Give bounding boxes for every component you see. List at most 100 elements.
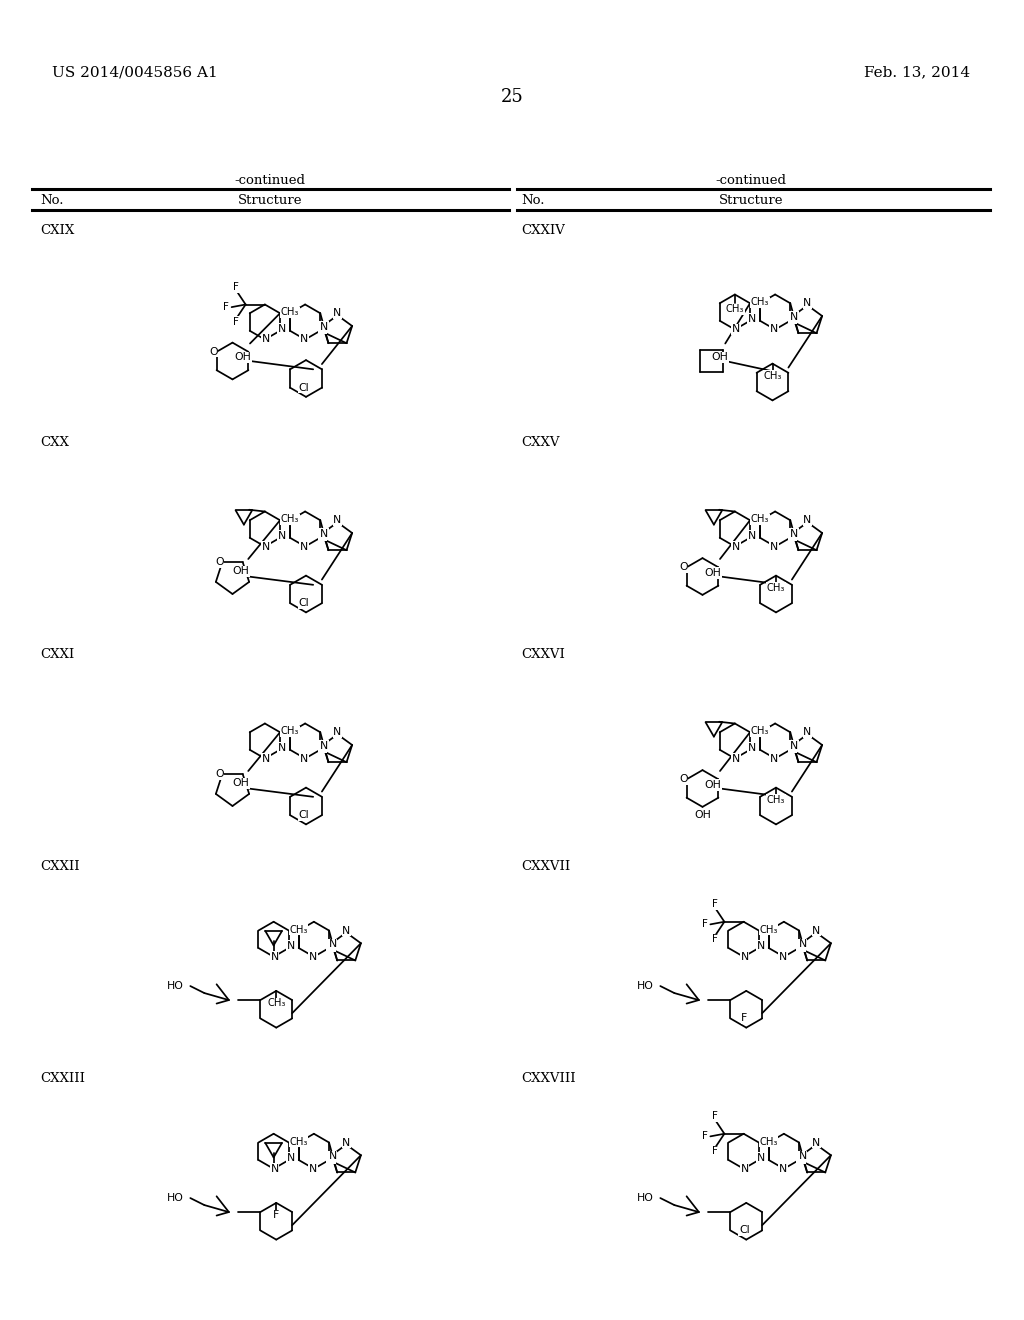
Text: 25: 25 bbox=[501, 88, 523, 106]
Text: F: F bbox=[741, 1014, 748, 1023]
Text: N: N bbox=[748, 743, 756, 752]
Text: N: N bbox=[318, 531, 327, 541]
Text: N: N bbox=[797, 941, 805, 950]
Text: N: N bbox=[797, 1152, 805, 1163]
Text: N: N bbox=[748, 531, 756, 541]
Text: N: N bbox=[812, 925, 820, 936]
Text: CXXII: CXXII bbox=[40, 861, 80, 873]
Text: N: N bbox=[287, 941, 295, 950]
Text: N: N bbox=[732, 754, 740, 763]
Text: CH₃: CH₃ bbox=[760, 1137, 778, 1147]
Text: CH₃: CH₃ bbox=[281, 308, 299, 317]
Text: N: N bbox=[788, 531, 797, 541]
Text: N: N bbox=[770, 325, 778, 334]
Text: CXXVI: CXXVI bbox=[521, 648, 565, 661]
Text: CH₃: CH₃ bbox=[763, 371, 781, 381]
Text: CXXV: CXXV bbox=[521, 436, 559, 449]
Text: OH: OH bbox=[232, 779, 250, 788]
Text: F: F bbox=[273, 1210, 280, 1220]
Text: N: N bbox=[278, 743, 286, 752]
Text: N: N bbox=[732, 325, 740, 334]
Text: Feb. 13, 2014: Feb. 13, 2014 bbox=[864, 65, 970, 79]
Text: Cl: Cl bbox=[299, 383, 309, 392]
Text: O: O bbox=[215, 557, 223, 568]
Text: N: N bbox=[270, 1164, 279, 1173]
Text: OH: OH bbox=[232, 566, 250, 577]
Text: CXIX: CXIX bbox=[40, 224, 75, 238]
Text: N: N bbox=[270, 952, 279, 962]
Text: N: N bbox=[319, 741, 328, 751]
Text: HO: HO bbox=[167, 981, 183, 991]
Text: OH: OH bbox=[712, 352, 728, 363]
Text: CXXVII: CXXVII bbox=[521, 861, 570, 873]
Text: N: N bbox=[300, 334, 308, 345]
Text: O: O bbox=[679, 562, 688, 573]
Text: F: F bbox=[712, 1146, 718, 1156]
Text: N: N bbox=[804, 727, 812, 738]
Text: CXXIII: CXXIII bbox=[40, 1072, 85, 1085]
Text: N: N bbox=[770, 541, 778, 552]
Text: N: N bbox=[334, 309, 342, 318]
Text: CXXI: CXXI bbox=[40, 648, 75, 661]
Text: HO: HO bbox=[637, 981, 653, 991]
Text: N: N bbox=[812, 1138, 820, 1147]
Text: N: N bbox=[334, 515, 342, 525]
Text: CH₃: CH₃ bbox=[281, 515, 299, 524]
Text: CH₃: CH₃ bbox=[767, 583, 785, 593]
Text: N: N bbox=[757, 1152, 765, 1163]
Text: HO: HO bbox=[167, 1193, 183, 1203]
Text: N: N bbox=[327, 1152, 335, 1163]
Text: N: N bbox=[757, 941, 765, 950]
Text: CH₃: CH₃ bbox=[290, 1137, 308, 1147]
Text: O: O bbox=[209, 347, 218, 356]
Text: N: N bbox=[790, 741, 798, 751]
Text: N: N bbox=[342, 925, 350, 936]
Text: No.: No. bbox=[521, 194, 545, 207]
Text: F: F bbox=[702, 1131, 708, 1142]
Text: CH₃: CH₃ bbox=[281, 726, 299, 737]
Text: N: N bbox=[278, 531, 286, 541]
Text: N: N bbox=[790, 312, 798, 322]
Text: N: N bbox=[732, 541, 740, 552]
Text: Cl: Cl bbox=[299, 810, 309, 820]
Text: F: F bbox=[233, 317, 239, 327]
Text: O: O bbox=[215, 770, 223, 779]
Text: Structure: Structure bbox=[238, 194, 302, 207]
Text: CH₃: CH₃ bbox=[751, 726, 769, 737]
Text: N: N bbox=[342, 1138, 350, 1147]
Text: N: N bbox=[740, 952, 749, 962]
Text: CXXIV: CXXIV bbox=[521, 224, 565, 238]
Text: F: F bbox=[712, 1111, 718, 1121]
Text: F: F bbox=[712, 899, 718, 909]
Text: N: N bbox=[278, 323, 286, 334]
Text: N: N bbox=[309, 1164, 317, 1173]
Text: N: N bbox=[804, 298, 812, 309]
Text: N: N bbox=[778, 1164, 787, 1173]
Text: No.: No. bbox=[40, 194, 63, 207]
Text: N: N bbox=[788, 743, 797, 752]
Text: N: N bbox=[262, 541, 270, 552]
Text: N: N bbox=[300, 541, 308, 552]
Text: N: N bbox=[262, 754, 270, 763]
Text: F: F bbox=[712, 935, 718, 944]
Text: US 2014/0045856 A1: US 2014/0045856 A1 bbox=[52, 65, 218, 79]
Text: CH₃: CH₃ bbox=[290, 924, 308, 935]
Text: N: N bbox=[329, 1151, 337, 1162]
Text: N: N bbox=[788, 314, 797, 323]
Text: Cl: Cl bbox=[739, 1225, 750, 1236]
Text: N: N bbox=[319, 529, 328, 539]
Text: -continued: -continued bbox=[234, 174, 305, 187]
Text: N: N bbox=[790, 529, 798, 539]
Text: F: F bbox=[233, 282, 239, 292]
Text: CH₃: CH₃ bbox=[751, 297, 769, 308]
Text: N: N bbox=[748, 314, 756, 323]
Text: N: N bbox=[318, 743, 327, 752]
Text: N: N bbox=[804, 515, 812, 525]
Text: F: F bbox=[223, 302, 229, 312]
Text: -continued: -continued bbox=[716, 174, 786, 187]
Text: OH: OH bbox=[234, 352, 252, 363]
Text: N: N bbox=[319, 322, 328, 333]
Text: N: N bbox=[262, 334, 270, 345]
Text: N: N bbox=[334, 727, 342, 738]
Text: N: N bbox=[287, 1152, 295, 1163]
